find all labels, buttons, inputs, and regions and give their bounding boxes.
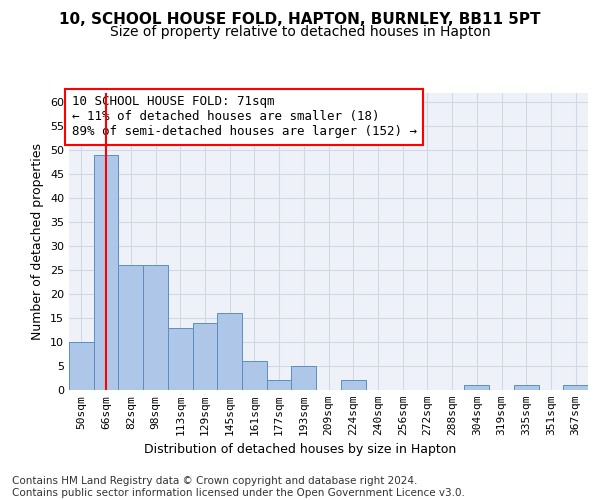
Bar (94, 155, 118, 390)
Bar (168, 328, 193, 390)
Text: Size of property relative to detached houses in Hapton: Size of property relative to detached ho… (110, 25, 490, 39)
Bar (242, 361, 267, 390)
Text: Distribution of detached houses by size in Hapton: Distribution of detached houses by size … (144, 442, 456, 456)
Bar (69, 342, 94, 390)
Bar (193, 323, 217, 390)
Text: Contains HM Land Registry data © Crown copyright and database right 2024.
Contai: Contains HM Land Registry data © Crown c… (12, 476, 465, 498)
Bar (514, 385, 539, 390)
Text: 10, SCHOOL HOUSE FOLD, HAPTON, BURNLEY, BB11 5PT: 10, SCHOOL HOUSE FOLD, HAPTON, BURNLEY, … (59, 12, 541, 28)
Bar (292, 366, 316, 390)
Bar (143, 265, 168, 390)
Bar (267, 380, 292, 390)
Bar (464, 385, 489, 390)
Text: 10 SCHOOL HOUSE FOLD: 71sqm
← 11% of detached houses are smaller (18)
89% of sem: 10 SCHOOL HOUSE FOLD: 71sqm ← 11% of det… (71, 96, 416, 138)
Bar (563, 385, 588, 390)
Bar (118, 265, 143, 390)
Bar (217, 313, 242, 390)
Y-axis label: Number of detached properties: Number of detached properties (31, 143, 44, 340)
Bar (341, 380, 365, 390)
